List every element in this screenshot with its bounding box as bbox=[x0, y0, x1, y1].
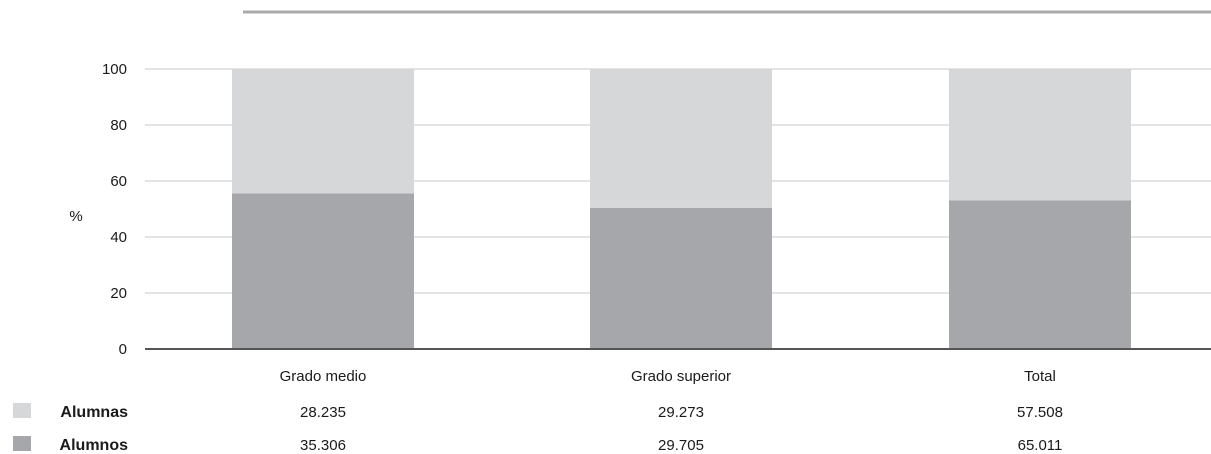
category-labels: Grado medio Grado superior Total bbox=[280, 368, 1056, 385]
legend-swatch-alumnos bbox=[13, 436, 31, 451]
category-label: Total bbox=[1024, 368, 1056, 385]
bar-alumnas-3 bbox=[949, 69, 1131, 201]
bars bbox=[232, 69, 1131, 349]
bar-alumnas-1 bbox=[232, 69, 414, 194]
category-label: Grado medio bbox=[280, 368, 367, 385]
data-table: Alumnas 28.235 29.273 57.508 Alumnos 35.306 29… bbox=[13, 403, 1063, 454]
bar-alumnas-2 bbox=[590, 69, 772, 208]
y-tick-label: 20 bbox=[110, 285, 127, 302]
table-value: 57.508 bbox=[1017, 404, 1063, 421]
y-axis-label: % bbox=[69, 208, 82, 225]
legend-label-alumnas: Alumnas bbox=[60, 404, 128, 421]
table-value: 35.306 bbox=[300, 437, 346, 454]
legend-label-alumnos: Alumnos bbox=[60, 437, 129, 454]
y-tick-label: 0 bbox=[119, 341, 127, 358]
legend-swatch-alumnas bbox=[13, 403, 31, 418]
y-tick-labels: 0 20 40 60 80 100 bbox=[102, 61, 127, 358]
table-value: 29.705 bbox=[658, 437, 704, 454]
y-tick-label: 80 bbox=[110, 117, 127, 134]
y-tick-label: 40 bbox=[110, 229, 127, 246]
table-value: 28.235 bbox=[300, 404, 346, 421]
category-label: Grado superior bbox=[631, 368, 731, 385]
bar-alumnos-2 bbox=[590, 207, 772, 349]
table-value: 29.273 bbox=[658, 404, 704, 421]
table-value: 65.011 bbox=[1018, 437, 1063, 454]
bar-alumnos-3 bbox=[949, 200, 1131, 349]
y-tick-label: 100 bbox=[102, 61, 127, 78]
y-tick-label: 60 bbox=[110, 173, 127, 190]
bar-alumnos-1 bbox=[232, 193, 414, 349]
